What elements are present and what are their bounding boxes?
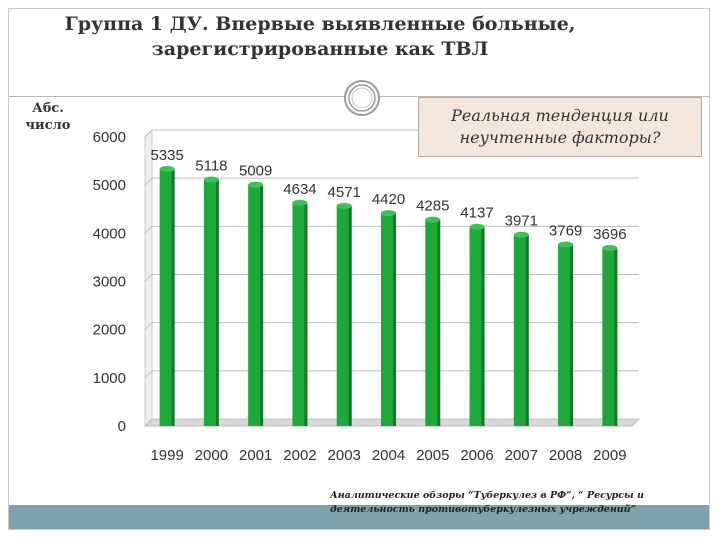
data-label: 5118 [195,157,227,174]
bar-2003: 4571 [328,184,361,426]
x-tick-label: 2001 [239,447,272,464]
bar [469,226,482,426]
bar-shade [480,226,485,426]
bar-shade [524,234,529,426]
x-tick-label: 2007 [505,447,538,464]
chart-bars: 5335 5118 5009 4634 4571 4420 4285 4137 3971 3769… [150,147,627,427]
y-tick-label: 5000 [93,177,126,194]
x-tick-label: 2006 [460,447,493,464]
x-tick-label: 2009 [593,447,626,464]
callout-box: Реальная тенденция или неучтенные фактор… [418,97,702,157]
slide-title: Группа 1 ДУ. Впервые выявленные больные,… [64,13,576,60]
x-tick-label: 2004 [372,447,405,464]
data-label: 4634 [283,181,316,198]
gridline-depth [144,225,153,234]
gridline-depth [144,370,153,379]
x-tick-label: 2003 [328,447,361,464]
bar-2004: 4420 [372,191,405,426]
gridline-depth [144,274,153,282]
bar-top [203,176,219,183]
x-tick-label: 2005 [416,447,449,464]
bar-top [425,216,441,223]
bottom-bar [9,505,709,529]
source-citation: Аналитические обзоры “Туберкулез в РФ”, … [330,490,644,515]
data-label: 3769 [549,222,582,239]
chart-y-ticks: 0 1000 2000 3000 4000 5000 6000 [93,129,126,435]
data-label: 4420 [372,191,405,208]
bar-shade [303,202,308,426]
data-label: 4285 [416,198,449,215]
data-label: 4571 [328,184,361,201]
bar-top [248,181,264,188]
bar [425,219,438,426]
bar-top [292,199,308,206]
data-label: 5335 [150,147,183,164]
bar-shade [436,219,441,426]
data-label: 4137 [460,205,493,222]
bar [292,202,305,426]
bar-2001: 5009 [239,163,272,426]
x-tick-label: 1999 [150,447,183,464]
bar [558,244,571,426]
x-tick-label: 2008 [549,447,582,464]
chart-x-labels: 1999 2000 2001 2002 2003 2004 2005 2006 2007 2008… [150,447,626,464]
bar [203,179,216,426]
slide-frame [8,8,710,530]
bar-top [558,241,574,248]
x-tick-label: 2002 [283,447,316,464]
bar-shade [569,244,574,426]
bar-2008: 3769 [549,222,582,426]
chart-gridlines [144,129,639,427]
bar-top [159,166,175,173]
data-label: 3971 [505,213,538,230]
x-tick-label: 2000 [195,447,228,464]
gridline-depth [144,322,153,331]
bar-2009: 3696 [593,226,627,426]
bar [602,247,615,426]
y-tick-label: 4000 [93,225,126,242]
bar-top [602,244,618,251]
bar-shade [347,205,352,426]
bar-shade [170,169,175,427]
y-tick-label: 1000 [93,370,126,387]
bar-2005: 4285 [416,198,449,426]
bar-shade [259,184,264,426]
bar-top [381,210,396,217]
bar [159,169,172,427]
bar-2006: 4137 [460,205,494,426]
y-tick-label: 3000 [93,274,126,291]
data-label: 5009 [239,163,272,180]
y-tick-label: 2000 [93,322,126,339]
y-unit-label: Абс. число [25,101,71,133]
bar-top [513,231,529,238]
bar-2002: 4634 [283,181,317,426]
bar-1999: 5335 [150,147,184,427]
circle-ornament-icon [344,80,380,116]
bar-top [469,223,485,230]
bar [336,205,349,426]
bar-2007: 3971 [505,213,538,426]
gridline-depth [144,177,153,186]
y-tick-label: 6000 [93,129,126,146]
bar-shade [613,247,618,426]
bar-2000: 5118 [195,157,228,426]
bar-shade [214,179,219,426]
bar [248,184,261,426]
bar [513,234,526,426]
bar-top [336,202,352,209]
y-tick-label: 0 [118,418,126,435]
data-label: 3696 [593,226,626,243]
bar [381,213,393,426]
gridline-depth [144,129,153,138]
bar-shade [392,213,396,426]
gridline-depth [144,418,153,427]
